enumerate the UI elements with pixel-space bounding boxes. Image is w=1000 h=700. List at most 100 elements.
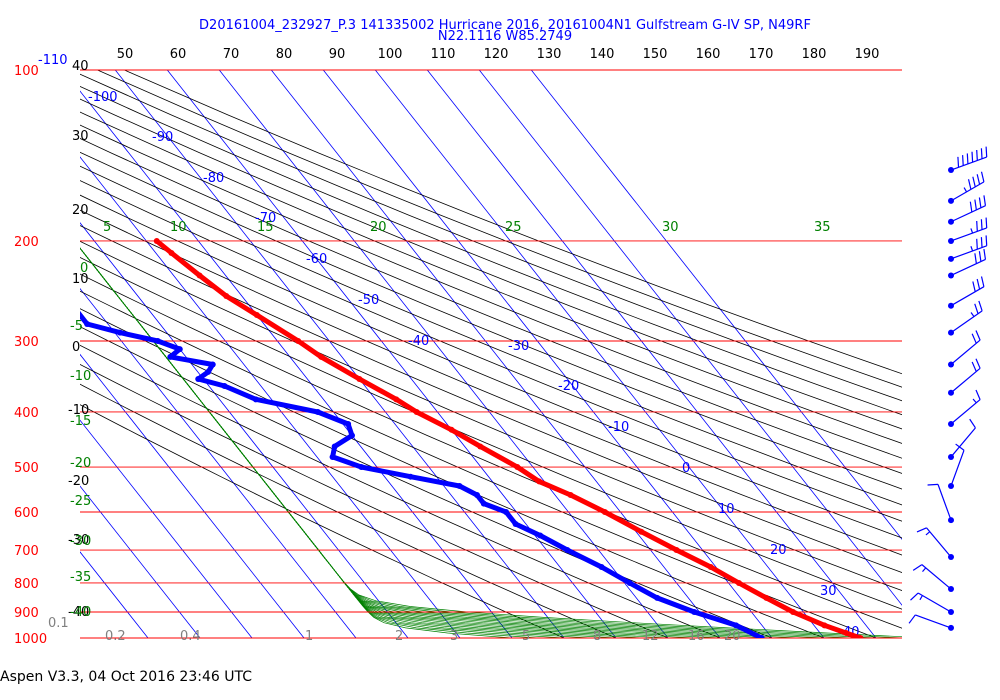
wind-barb-flag bbox=[966, 153, 969, 164]
profile-point bbox=[691, 609, 698, 616]
wind-barb-flag bbox=[916, 527, 927, 533]
profile-point bbox=[221, 382, 228, 389]
wind-barb-flag bbox=[980, 219, 983, 230]
dry-adiabat-line bbox=[80, 240, 902, 592]
mixing-ratio-label: 0.2 bbox=[105, 629, 126, 644]
wind-barb-staff bbox=[950, 399, 981, 425]
temperature-label: -10 bbox=[608, 420, 629, 435]
height-label: 20 bbox=[72, 203, 89, 218]
isotherm-line bbox=[530, 70, 902, 540]
pressure-label: 800 bbox=[14, 577, 39, 592]
wind-barb bbox=[948, 300, 983, 336]
wind-barb-flag bbox=[908, 614, 916, 624]
profile-point bbox=[735, 579, 742, 586]
moist-adiabat-line bbox=[80, 247, 825, 638]
wind-barb-flag bbox=[980, 171, 985, 183]
wind-barb-half-flag bbox=[922, 567, 927, 573]
wind-barb-flag bbox=[978, 197, 982, 208]
wind-barb bbox=[948, 443, 965, 489]
dry-adiabat-line bbox=[80, 363, 669, 638]
isotherm-line bbox=[80, 419, 253, 638]
dry-adiabat-line bbox=[80, 180, 902, 522]
wind-barb-half-flag bbox=[970, 228, 974, 234]
profile-point bbox=[252, 396, 259, 403]
theta-e-label: 20 bbox=[370, 220, 387, 235]
mixing-ratio-label: 3 bbox=[450, 629, 458, 644]
dry-adiabat-line bbox=[80, 209, 902, 556]
wind-barb-staff bbox=[950, 310, 983, 334]
top-axis-label: 80 bbox=[276, 47, 293, 62]
isotherm-line bbox=[80, 485, 201, 638]
moist-adiabat-line bbox=[80, 247, 747, 638]
pressure-label: 700 bbox=[14, 544, 39, 559]
wind-barb-flag bbox=[912, 564, 923, 571]
wind-barb-staff bbox=[921, 564, 952, 590]
temperature-label: 10 bbox=[718, 502, 735, 517]
wind-barb-half-flag bbox=[963, 187, 968, 193]
profile-point bbox=[329, 453, 336, 460]
moist-left-label: -25 bbox=[70, 494, 91, 509]
wind-barb bbox=[948, 276, 985, 309]
profile-point bbox=[84, 320, 91, 327]
top-left-label: -110 bbox=[38, 53, 68, 68]
wind-barb-flag bbox=[980, 237, 983, 248]
isotherm-line bbox=[218, 70, 669, 638]
theta-e-label: 15 bbox=[257, 220, 274, 235]
pressure-label: 100 bbox=[14, 64, 39, 79]
moist-left-label: 0 bbox=[80, 261, 88, 276]
top-axis-label: 140 bbox=[590, 47, 615, 62]
pressure-label: 200 bbox=[14, 235, 39, 250]
wind-barb-flag bbox=[962, 155, 964, 166]
barb-layer bbox=[908, 146, 988, 631]
theta-e-label: 30 bbox=[662, 220, 679, 235]
temperature-label: -40 bbox=[408, 334, 429, 349]
profile-point bbox=[116, 329, 123, 336]
mixing-ratio-label: 20 bbox=[724, 629, 741, 644]
mixing-ratio-label: 0.1 bbox=[48, 616, 69, 631]
profile-point bbox=[821, 622, 828, 629]
wind-barb bbox=[948, 235, 988, 262]
height-label: 40 bbox=[72, 59, 89, 74]
isotherm-line bbox=[166, 70, 617, 638]
profile-point bbox=[733, 622, 740, 629]
footer-text: Aspen V3.3, 04 Oct 2016 23:46 UTC bbox=[0, 669, 252, 685]
isotherm-line bbox=[426, 70, 877, 638]
wind-barb bbox=[916, 527, 954, 560]
wind-barb-staff bbox=[950, 367, 981, 394]
top-axis-label: 50 bbox=[117, 47, 134, 62]
wind-barb-flag bbox=[978, 251, 982, 262]
profile-point bbox=[477, 443, 484, 450]
profile-point bbox=[673, 547, 680, 554]
dry-adiabat-line bbox=[80, 308, 825, 638]
wind-barb-staff bbox=[950, 258, 986, 277]
height-label: 0 bbox=[72, 340, 80, 355]
moist-left-label: -15 bbox=[70, 414, 91, 429]
profile-point bbox=[857, 635, 864, 638]
profile-point bbox=[413, 408, 420, 415]
wind-barb-flag bbox=[974, 303, 979, 314]
wind-barb-flag bbox=[969, 201, 973, 213]
profile-point bbox=[167, 353, 174, 360]
wind-barb-flag bbox=[983, 195, 987, 206]
wind-barb-flag bbox=[985, 217, 988, 229]
profile-point bbox=[503, 508, 510, 515]
profile-point bbox=[638, 528, 645, 535]
wind-barb-flag bbox=[927, 483, 939, 486]
wind-barb-flag bbox=[910, 592, 919, 601]
wind-barb-flag bbox=[967, 179, 972, 190]
top-axis-label: 170 bbox=[749, 47, 774, 62]
wind-barb bbox=[948, 217, 988, 244]
height-label: -10 bbox=[68, 403, 89, 418]
temperature-label: 0 bbox=[682, 461, 690, 476]
profile-point bbox=[707, 564, 714, 571]
profile-point bbox=[331, 443, 338, 450]
dry-adiabat-line bbox=[124, 70, 902, 375]
isotherm-line bbox=[478, 70, 902, 606]
profile-point bbox=[176, 346, 183, 353]
dry-adiabat-line bbox=[80, 404, 565, 638]
profile-point bbox=[209, 361, 216, 368]
isotherm-line bbox=[80, 90, 513, 638]
temperature-label: -60 bbox=[306, 252, 327, 267]
top-axis-label: 190 bbox=[855, 47, 880, 62]
